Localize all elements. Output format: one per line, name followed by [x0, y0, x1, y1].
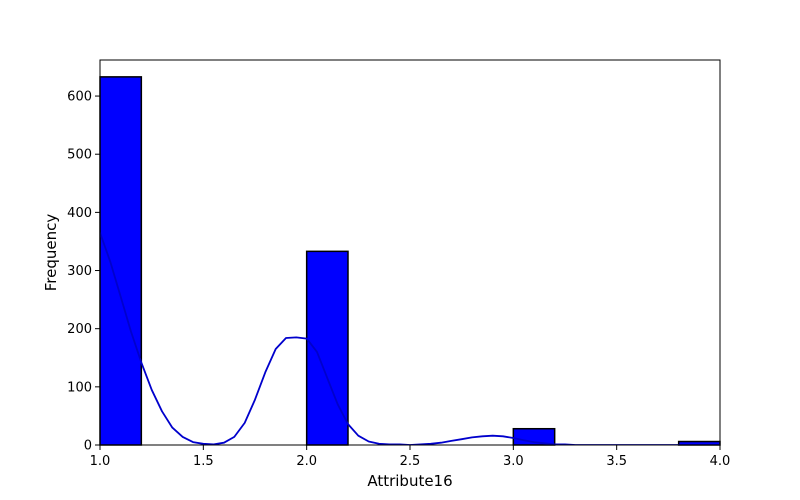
y-tick-label: 0 [84, 439, 92, 454]
y-tick-label: 500 [67, 148, 92, 163]
histogram-bar [305, 250, 349, 446]
histogram-bar [99, 76, 143, 446]
x-tick-label: 3.5 [606, 454, 627, 469]
y-tick-label: 600 [67, 90, 92, 105]
x-axis-ticks: 1.0 1.5 2.0 2.5 3.0 3.5 4.0 [90, 445, 731, 469]
y-tick-label: 400 [67, 206, 92, 221]
x-tick-label: 2.0 [296, 454, 317, 469]
x-tick-label: 4.0 [710, 454, 731, 469]
x-tick-label: 1.5 [193, 454, 214, 469]
x-tick-label: 1.0 [90, 454, 111, 469]
plot-background [100, 60, 720, 445]
y-tick-label: 300 [67, 264, 92, 279]
x-axis-label: Attribute16 [367, 472, 452, 490]
y-axis-label: Frequency [42, 214, 60, 292]
y-axis-ticks: 0 100 200 300 400 500 600 [67, 90, 100, 454]
x-tick-label: 2.5 [400, 454, 421, 469]
y-tick-label: 100 [67, 380, 92, 395]
y-tick-label: 200 [67, 322, 92, 337]
x-tick-label: 3.0 [503, 454, 524, 469]
